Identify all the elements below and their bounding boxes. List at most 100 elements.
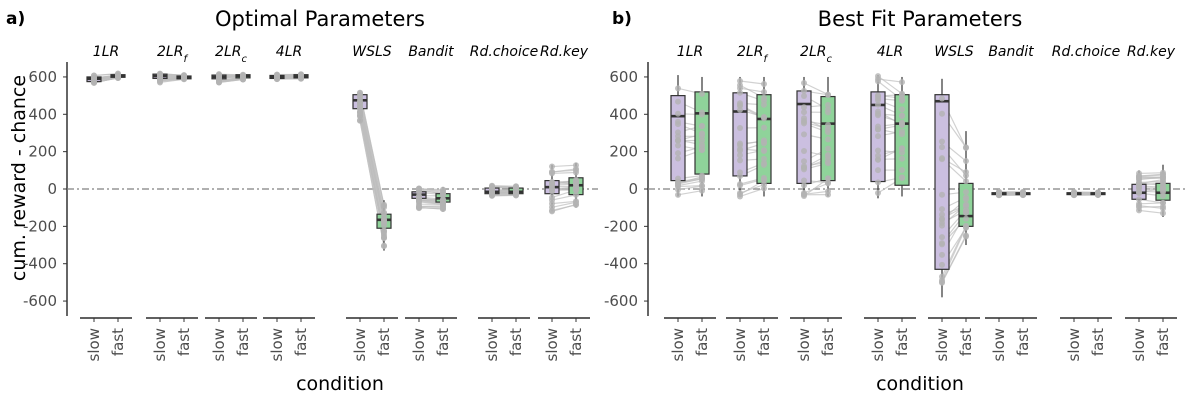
fast-data-point	[699, 187, 705, 194]
facet-label: 1LR	[93, 44, 119, 60]
y-tick-label: -200	[23, 217, 57, 235]
facet-label: Rd.key	[540, 44, 589, 60]
slow-data-point	[801, 177, 807, 184]
y-tick-label: -400	[604, 255, 638, 273]
y-tick-label: 400	[28, 105, 57, 123]
y-tick-label: 600	[609, 68, 638, 86]
slow-data-point	[1136, 174, 1142, 181]
fast-data-point	[963, 169, 969, 176]
x-tick-label: fast	[1089, 328, 1107, 356]
y-tick-label: 200	[28, 143, 57, 161]
slow-data-point	[801, 115, 807, 122]
slow-data-point	[737, 101, 743, 108]
fast-data-point	[513, 188, 519, 195]
x-tick-label: slow	[85, 328, 103, 361]
slow-data-point	[675, 155, 681, 162]
x-tick-label: slow	[669, 328, 687, 361]
fast-data-point	[963, 224, 969, 231]
x-tick-label: fast	[755, 328, 773, 356]
slow-data-point	[875, 179, 881, 186]
x-tick-label: fast	[434, 328, 452, 356]
subject-line	[803, 82, 829, 96]
fast-data-point	[825, 129, 831, 136]
slow-data-point	[216, 78, 222, 85]
panel-a-x-axis-title: condition	[296, 373, 384, 395]
slow-data-point	[416, 192, 422, 199]
fast-data-point	[1160, 185, 1166, 192]
fast-data-point	[699, 123, 705, 130]
subject-line	[159, 78, 185, 84]
slow-data-point	[157, 77, 163, 84]
slow-data-point	[875, 167, 881, 174]
subject-line	[677, 176, 703, 185]
panel-a-plot-area: 600 400 200 0 -200 -400 -600 1LR slow fast 2LRf slo…	[23, 44, 598, 361]
fast-data-point	[1160, 178, 1166, 185]
fast-data-point	[115, 74, 121, 81]
slow-data-point	[675, 175, 681, 182]
slow-data-point	[737, 124, 743, 131]
subject-line	[551, 171, 577, 174]
x-tick-label: fast	[1014, 328, 1032, 356]
slow-data-point	[939, 95, 945, 102]
slow-data-point	[489, 189, 495, 196]
panel-b-plot-area: 600 400 200 0 -200 -400 -600 1LR slow fast 2LRf slo…	[604, 44, 1185, 361]
slow-data-point	[1136, 196, 1142, 203]
subject-line	[359, 111, 385, 233]
subject-line	[739, 80, 765, 85]
x-tick-label: slow	[210, 328, 228, 361]
subject-line	[491, 185, 517, 187]
slow-data-point	[875, 152, 881, 159]
slow-data-point	[416, 197, 422, 204]
x-tick-label: slow	[869, 328, 887, 361]
fast-data-point	[1095, 189, 1101, 196]
slow-data-point	[801, 163, 807, 170]
subject-line	[1138, 209, 1164, 214]
subject-line	[418, 200, 444, 205]
slow-data-point	[675, 180, 681, 187]
fast-data-point	[963, 189, 969, 196]
slow-data-point	[737, 152, 743, 159]
slow-data-point	[737, 182, 743, 189]
slow-data-point	[737, 85, 743, 92]
fast-data-point	[381, 218, 387, 225]
slow-data-point	[939, 251, 945, 258]
fast-data-point	[699, 131, 705, 138]
x-tick-label: fast	[567, 328, 585, 356]
fast-data-point	[963, 158, 969, 165]
subject-line	[491, 185, 517, 189]
x-tick-label: fast	[109, 328, 127, 356]
fast-data-point	[699, 182, 705, 189]
slow-data-point	[801, 104, 807, 111]
x-tick-label: fast	[292, 328, 310, 356]
fast-data-point	[963, 196, 969, 203]
facet-label: WSLS	[352, 44, 392, 60]
slow-data-point	[801, 158, 807, 165]
fast-data-point	[963, 233, 969, 240]
subject-line	[1138, 205, 1164, 208]
fast-data-point	[699, 146, 705, 153]
slow-data-point	[675, 129, 681, 136]
facet-label: Bandit	[408, 44, 454, 60]
fast-data-point	[899, 167, 905, 174]
panel-b-title: Best Fit Parameters	[818, 7, 1023, 31]
fast-data-point	[825, 191, 831, 198]
fast-data-point	[899, 79, 905, 86]
slow-data-point	[875, 73, 881, 80]
x-tick-label: fast	[175, 328, 193, 356]
fast-data-point	[825, 91, 831, 98]
subject-line	[803, 190, 829, 195]
slow-data-point	[939, 138, 945, 145]
x-tick-label: slow	[990, 328, 1008, 361]
fast-data-point	[825, 102, 831, 109]
slow-data-point	[939, 144, 945, 151]
slow-data-point	[801, 109, 807, 116]
subject-line	[551, 201, 577, 208]
x-tick-label: fast	[375, 328, 393, 356]
slow-data-point	[875, 110, 881, 117]
slow-data-point	[675, 142, 681, 149]
subject-line	[359, 103, 385, 223]
slow-data-point	[939, 234, 945, 241]
facet-label: Rd.choice	[470, 44, 538, 60]
facet-label: 4LR	[877, 44, 903, 60]
slow-data-point	[939, 261, 945, 268]
